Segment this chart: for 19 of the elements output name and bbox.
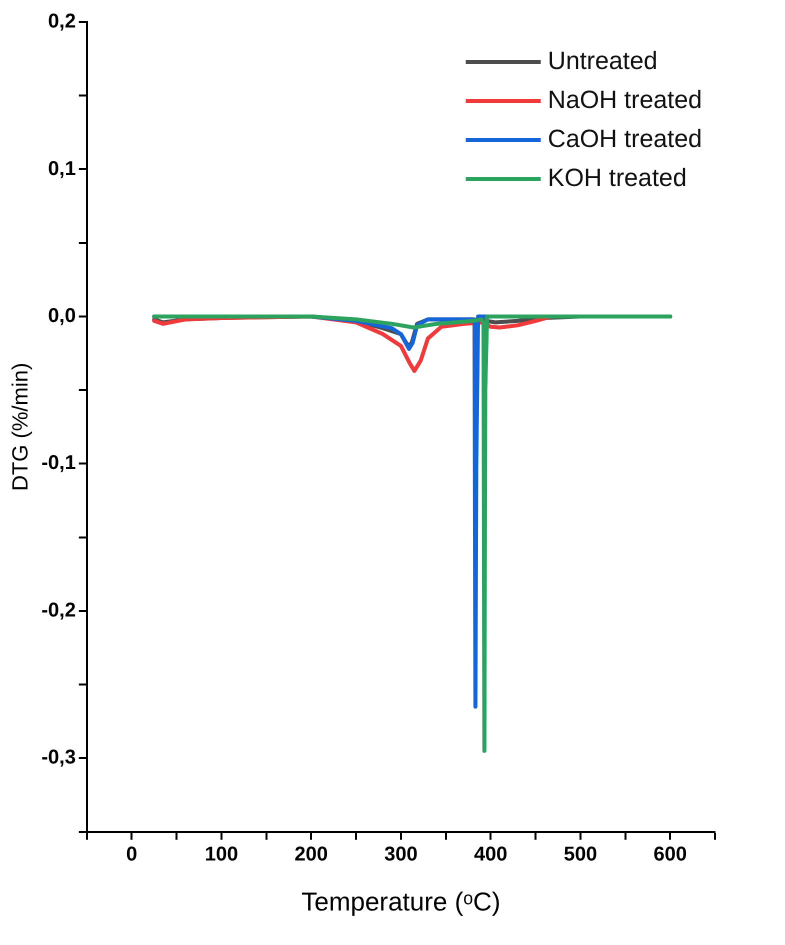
y-tick-label: 0,2 bbox=[48, 10, 76, 33]
legend-label: KOH treated bbox=[548, 164, 687, 192]
y-tick-label: -0,1 bbox=[41, 452, 76, 474]
x-tick-label: 100 bbox=[204, 843, 238, 866]
x-tick-label: 300 bbox=[384, 843, 418, 866]
y-tick-label: -0,3 bbox=[41, 746, 76, 769]
x-tick-label: 400 bbox=[474, 843, 508, 866]
legend-label: NaOH treated bbox=[548, 86, 702, 114]
x-tick-label: 500 bbox=[564, 843, 598, 866]
x-tick-label: 200 bbox=[294, 843, 328, 866]
y-axis-title: DTG (%/min) bbox=[7, 362, 32, 492]
x-tick-label: 0 bbox=[126, 843, 138, 866]
x-tick-label: 600 bbox=[653, 843, 687, 866]
y-tick-label: 0,0 bbox=[48, 304, 76, 327]
x-axis-title: Temperature (ᵒC) bbox=[301, 886, 500, 917]
legend-label: Untreated bbox=[548, 46, 658, 75]
y-tick-label: -0,2 bbox=[41, 599, 76, 622]
legend-label: CaOH treated bbox=[548, 124, 702, 153]
y-tick-label: 0,1 bbox=[48, 158, 76, 180]
